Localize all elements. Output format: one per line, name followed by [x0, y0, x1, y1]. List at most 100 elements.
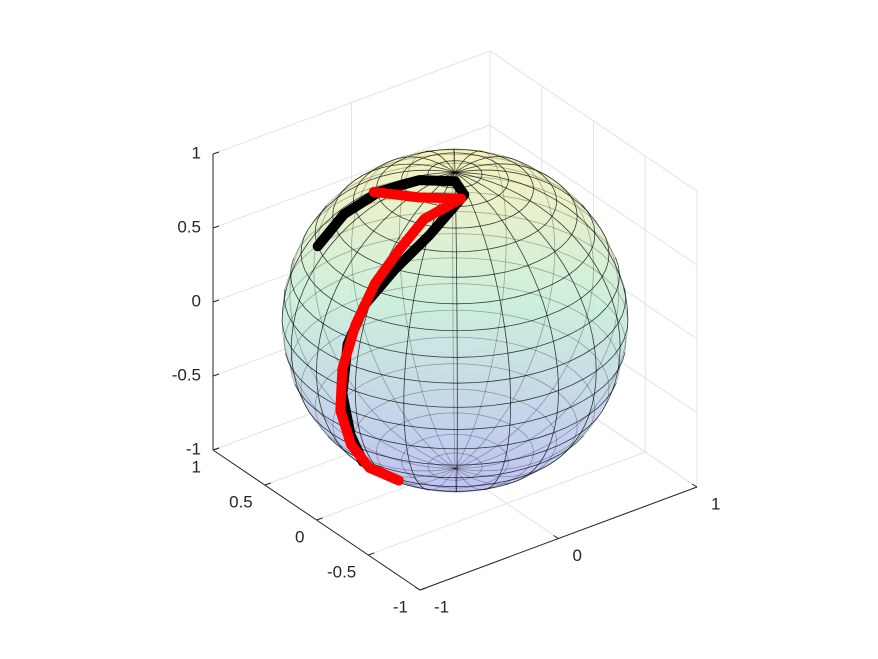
sphere-wire	[428, 469, 430, 472]
sphere-wire	[283, 344, 286, 354]
sphere-wire	[284, 326, 288, 336]
sphere-wire	[542, 302, 548, 316]
sphere-wire	[283, 288, 286, 298]
z-tick-label: 0	[192, 291, 201, 310]
sphere-wire	[514, 371, 526, 376]
sphere-wire	[475, 404, 494, 408]
sphere-wire	[559, 304, 572, 311]
sphere-wire	[474, 457, 477, 459]
sphere-wire	[559, 184, 567, 191]
sphere-wire	[462, 444, 468, 454]
sphere-wire	[523, 204, 528, 209]
sphere-wire	[490, 483, 495, 487]
sphere-wire	[328, 201, 340, 209]
x-tick-label: 1	[711, 494, 720, 513]
sphere-wire	[613, 316, 618, 329]
sphere-wire	[508, 474, 520, 478]
sphere-wire	[594, 232, 603, 243]
sphere-wire	[603, 240, 612, 250]
sphere-wire	[291, 262, 299, 272]
sphere-wire	[308, 340, 319, 349]
sphere-wire	[466, 435, 472, 446]
sphere-wire	[587, 385, 592, 393]
sphere-wire	[462, 473, 472, 478]
sphere-wire	[553, 227, 568, 234]
sphere-wire	[387, 375, 405, 380]
sphere-wire	[359, 329, 364, 343]
sphere-wire	[526, 200, 531, 205]
sphere-wire	[506, 422, 513, 427]
y-tick-label: -1	[393, 597, 408, 616]
sphere-wire	[556, 200, 568, 208]
sphere-wire	[289, 285, 297, 295]
sphere-wire	[542, 174, 548, 180]
tick-mark	[212, 225, 220, 229]
sphere-wire	[535, 176, 548, 182]
sphere-wire	[415, 479, 420, 484]
sphere-wire	[506, 241, 516, 246]
sphere-wire	[553, 423, 557, 433]
sphere-wire	[424, 480, 432, 484]
sphere-wire	[569, 267, 578, 275]
sphere-wire	[614, 348, 619, 358]
sphere-wire	[412, 151, 423, 155]
sphere-wire	[542, 366, 558, 372]
sphere-wire	[595, 265, 603, 277]
sphere-wire	[476, 452, 488, 459]
sphere-wire	[381, 375, 389, 388]
sphere-wire	[479, 225, 485, 238]
sphere-wire	[429, 413, 438, 416]
sphere-wire	[328, 342, 335, 355]
sphere-wire	[619, 335, 621, 347]
sphere-wire	[481, 483, 495, 486]
sphere-wire	[370, 395, 387, 401]
sphere-wire	[409, 210, 418, 221]
sphere-wire	[442, 172, 456, 176]
sphere-wire	[352, 217, 355, 229]
sphere-wire	[613, 259, 618, 271]
sphere-wire	[549, 453, 561, 460]
sphere-wire	[505, 215, 523, 220]
sphere-wire	[466, 489, 478, 492]
sphere-wire	[591, 335, 595, 348]
sphere-wire	[533, 463, 540, 471]
sphere-wire	[566, 353, 574, 367]
sphere-wire	[573, 411, 577, 419]
sphere-wire	[616, 270, 619, 282]
sphere-wire	[283, 297, 286, 307]
sphere-wire	[362, 316, 367, 330]
sphere-wire	[593, 233, 596, 241]
tick-mark	[212, 373, 220, 377]
sphere-wire	[607, 244, 610, 253]
sphere-wire	[308, 277, 316, 286]
sphere-wire	[303, 364, 309, 373]
sphere-wire	[510, 399, 528, 404]
sphere-wire	[496, 287, 501, 301]
sphere-wire	[308, 411, 316, 420]
sphere-wire	[598, 399, 607, 408]
sphere-wire	[515, 478, 523, 482]
sphere-wire	[493, 161, 497, 167]
sphere-wire	[605, 340, 612, 353]
sphere-wire	[474, 355, 492, 358]
sphere-wire	[575, 310, 587, 318]
sphere-wire	[505, 261, 523, 266]
sphere-wire	[331, 433, 343, 441]
sphere-wire	[288, 361, 294, 371]
sphere-wire	[594, 363, 602, 375]
sphere-wire	[496, 166, 500, 173]
sphere-wire	[603, 331, 613, 341]
sphere-wire	[364, 230, 374, 242]
sphere-wire	[535, 294, 550, 300]
sphere-wire	[533, 315, 548, 321]
sphere-wire	[474, 414, 479, 426]
grid-line	[212, 124, 491, 229]
sphere-wire	[503, 368, 515, 373]
sphere-wire	[501, 482, 510, 485]
sphere-wire	[414, 159, 419, 163]
sphere-wire	[411, 161, 416, 165]
sphere-wire	[380, 464, 393, 469]
sphere-wire	[535, 378, 545, 385]
sphere-wire	[614, 256, 619, 266]
sphere-wire	[498, 195, 510, 204]
